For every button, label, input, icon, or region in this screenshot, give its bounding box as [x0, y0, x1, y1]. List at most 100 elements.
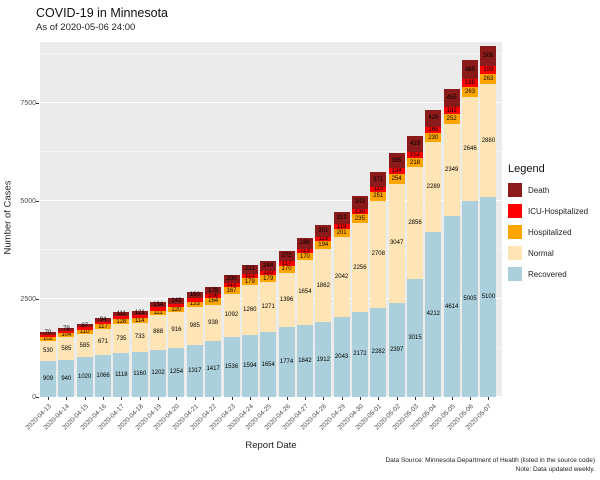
bar-value-label: 1594 — [243, 362, 257, 369]
bar-segment-hospitalized — [480, 73, 497, 85]
bar-value-label: 188 — [465, 80, 476, 87]
bar-value-label: 585 — [61, 345, 72, 352]
bar-value-label: 134 — [153, 301, 164, 308]
bar-value-label: 2646 — [463, 145, 477, 152]
legend-title: Legend — [508, 163, 545, 175]
bar-value-label: 254 — [391, 175, 402, 182]
bar-value-label: 1417 — [206, 366, 220, 373]
bar-value-label: 182 — [446, 107, 457, 114]
bar-value-label: 111 — [116, 311, 126, 318]
bar-value-label: 1536 — [224, 363, 239, 370]
bar-value-label: 166 — [428, 126, 439, 133]
bar-segment-normal — [407, 166, 423, 279]
bar-segment-icu-hospitalized — [186, 297, 203, 302]
bar-value-label: 1654 — [298, 289, 312, 296]
gridline-minor — [40, 249, 502, 250]
legend-label: Recovered — [528, 269, 567, 279]
bar-segment-icu-hospitalized — [333, 224, 350, 229]
bar-value-label: 87 — [81, 322, 89, 329]
bar-segment-icu-hospitalized — [351, 209, 368, 215]
bar-segment-recovered — [278, 327, 295, 397]
bar-value-label: 130 — [354, 208, 365, 215]
bar-segment-icu-hospitalized — [131, 315, 148, 319]
bar-value-label: 179 — [263, 275, 274, 282]
y-tick-mark — [36, 201, 39, 202]
bar-segment-icu-hospitalized — [388, 168, 405, 174]
bar-segment-death — [40, 331, 56, 335]
bar-value-label: 170 — [299, 253, 310, 260]
bar-value-label: 4212 — [426, 311, 441, 318]
bar-segment-death — [205, 287, 222, 295]
bar-segment-hospitalized — [407, 158, 423, 167]
bar-segment-icu-hospitalized — [260, 271, 277, 276]
bar-value-label: 111 — [153, 309, 163, 316]
bar-segment-icu-hospitalized — [76, 327, 93, 330]
bar-segment-icu-hospitalized — [113, 316, 130, 320]
x-tick-mark — [139, 397, 141, 400]
bar-segment-icu-hospitalized — [40, 334, 56, 337]
bar-segment-death — [407, 135, 423, 153]
gridline-major — [40, 102, 502, 103]
bar-value-label: 170 — [281, 266, 292, 273]
bar-segment-hospitalized — [241, 278, 258, 286]
bar-segment-hospitalized — [113, 319, 130, 325]
bar-value-label: 121 — [134, 310, 145, 316]
legend-label: Normal — [528, 248, 554, 258]
bar-segment-icu-hospitalized — [95, 321, 112, 325]
bar-segment-recovered — [168, 347, 185, 397]
bar-segment-hospitalized — [296, 253, 313, 260]
bar-value-label: 251 — [373, 193, 384, 200]
bar-segment-icu-hospitalized — [407, 152, 423, 159]
bar-segment-death — [168, 298, 185, 304]
bar-value-label: 455 — [446, 95, 457, 102]
legend-item-icu-hospitalized: ICU-Hospitalized — [508, 204, 588, 218]
bar-value-label: 167 — [226, 287, 237, 294]
bar-value-label: 585 — [79, 342, 90, 349]
bar-segment-hospitalized — [58, 333, 75, 338]
bar-value-label: 671 — [98, 339, 109, 346]
bar-segment-death — [370, 172, 387, 187]
bar-segment-hospitalized — [168, 307, 185, 312]
bar-value-label: 252 — [446, 116, 457, 123]
bar-value-label: 1271 — [261, 304, 275, 311]
bar-value-label: 120 — [171, 306, 182, 313]
x-tick-mark — [286, 397, 288, 400]
bar-value-label: 102 — [42, 335, 53, 342]
bar-segment-normal — [40, 340, 56, 362]
bar-segment-normal — [480, 84, 497, 198]
bar-value-label: 395 — [391, 157, 402, 164]
bar-segment-normal — [370, 201, 387, 308]
bar-segment-hospitalized — [205, 298, 222, 305]
bar-value-label: 199 — [483, 66, 494, 73]
bar-segment-normal — [58, 337, 75, 361]
bar-value-label: 221 — [244, 266, 255, 273]
bar-segment-normal — [223, 293, 240, 337]
x-tick-mark — [48, 397, 49, 400]
bar-segment-icu-hospitalized — [168, 303, 185, 308]
footer-update-line: Note: Data updated weekly. — [515, 466, 595, 473]
bar-value-label: 1842 — [298, 357, 312, 364]
y-tick-mark — [36, 397, 39, 398]
bar-value-label: 428 — [428, 115, 439, 122]
x-tick-mark — [341, 397, 343, 400]
x-tick-mark — [323, 397, 325, 400]
x-axis-title: Report Date — [245, 440, 297, 451]
bar-segment-death — [95, 317, 112, 322]
bar-segment-icu-hospitalized — [205, 294, 222, 299]
bar-segment-recovered — [462, 200, 479, 397]
bar-value-label: 888 — [153, 329, 164, 336]
bar-value-label: 2172 — [353, 351, 367, 358]
x-tick-mark — [103, 397, 105, 400]
bar-value-label: 940 — [61, 375, 72, 382]
bar-value-label: 133 — [189, 301, 200, 308]
gridline-minor — [40, 53, 502, 54]
bar-value-label: 164 — [208, 298, 219, 305]
x-tick-mark — [488, 397, 490, 400]
y-tick-label: 0 — [32, 393, 36, 401]
bar-value-label: 1912 — [316, 356, 330, 363]
legend-label: ICU-Hospitalized — [528, 206, 589, 216]
x-tick-mark — [249, 397, 251, 400]
bar-value-label: 160 — [189, 291, 200, 298]
bar-value-label: 371 — [373, 176, 384, 183]
bar-value-label: 110 — [263, 270, 273, 277]
